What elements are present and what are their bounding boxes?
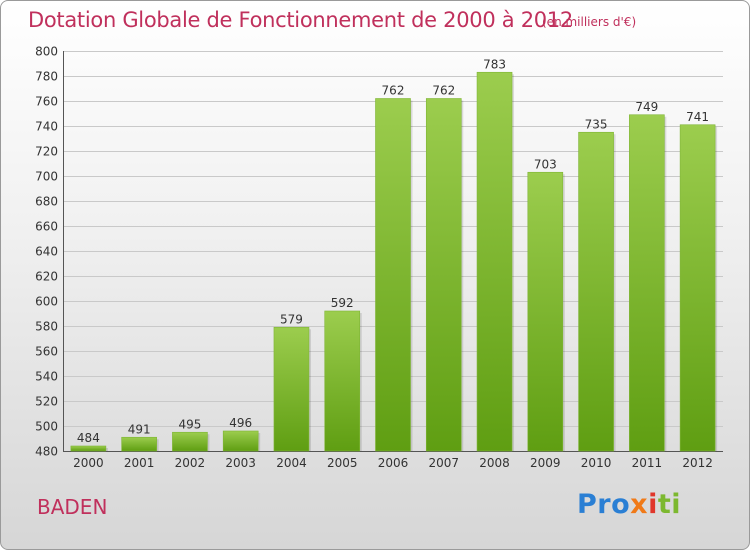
x-tick-label: 2005 xyxy=(327,456,358,470)
bar-2011 xyxy=(629,114,665,452)
x-tick-label: 2011 xyxy=(632,456,663,470)
value-label: 579 xyxy=(280,312,303,326)
chart-title: Dotation Globale de Fonctionnement de 20… xyxy=(28,8,573,32)
y-tick-label: 800 xyxy=(35,45,58,59)
logo-part-4: ti xyxy=(657,489,682,520)
x-tick-label: 2006 xyxy=(378,456,409,470)
logo-part-1: Pro xyxy=(577,489,631,520)
y-tick-label: 740 xyxy=(35,120,58,134)
value-label: 749 xyxy=(635,100,658,114)
value-label: 703 xyxy=(534,157,557,171)
x-tick-label: 2008 xyxy=(479,456,510,470)
y-tick-label: 640 xyxy=(35,245,58,259)
bar-2010 xyxy=(578,131,614,452)
axes xyxy=(63,51,723,452)
logo-part-3: i xyxy=(648,489,658,520)
value-label: 783 xyxy=(483,57,506,71)
value-label: 484 xyxy=(77,431,100,445)
bar-2005 xyxy=(324,310,361,452)
x-tick-label: 2002 xyxy=(175,456,206,470)
value-label: 496 xyxy=(229,416,252,430)
y-tick-label: 480 xyxy=(35,445,58,459)
bar-2012 xyxy=(679,124,716,452)
y-tick-label: 760 xyxy=(35,95,58,109)
proxiti-logo: Proxiti xyxy=(577,489,681,520)
labels: 480 500 520 540 560 580 600 620 640 660 680 700 720 7… xyxy=(35,45,713,471)
y-tick-label: 660 xyxy=(35,220,58,234)
value-label: 592 xyxy=(331,296,354,310)
y-tick-label: 780 xyxy=(35,70,58,84)
bar-2008 xyxy=(476,71,513,452)
x-tick-label: 2007 xyxy=(428,456,459,470)
y-tick-label: 500 xyxy=(35,420,58,434)
x-tick-label: 2009 xyxy=(530,456,561,470)
logo-part-2: x xyxy=(630,489,649,520)
bar-2009 xyxy=(527,171,564,452)
y-tick-label: 560 xyxy=(35,345,58,359)
chart-subtitle: (en milliers d'€) xyxy=(542,15,637,29)
value-label: 762 xyxy=(382,84,405,98)
y-tick-label: 700 xyxy=(35,170,58,184)
bar-2006 xyxy=(375,98,411,452)
bar-2000 xyxy=(70,445,107,452)
x-tick-label: 2004 xyxy=(276,456,307,470)
y-tick-label: 620 xyxy=(35,270,58,284)
y-tick-label: 540 xyxy=(35,370,58,384)
y-tick-label: 520 xyxy=(35,395,58,409)
x-tick-label: 2000 xyxy=(73,456,104,470)
bar-2007 xyxy=(425,98,462,452)
y-tick-label: 680 xyxy=(35,195,58,209)
y-tick-label: 600 xyxy=(35,295,58,309)
value-label: 495 xyxy=(178,417,201,431)
x-tick-label: 2003 xyxy=(225,456,256,470)
x-tick-label: 2001 xyxy=(124,456,155,470)
bar-2003 xyxy=(222,430,259,452)
x-tick-label: 2012 xyxy=(682,456,713,470)
x-tick-label: 2010 xyxy=(581,456,612,470)
value-label: 762 xyxy=(432,84,455,98)
bar-2004 xyxy=(273,326,310,452)
value-label: 491 xyxy=(128,422,151,436)
bar-2001 xyxy=(121,436,157,452)
bar-2002 xyxy=(172,431,208,452)
bars xyxy=(70,71,718,452)
value-label: 741 xyxy=(686,110,709,124)
value-label: 735 xyxy=(585,117,608,131)
y-tick-label: 720 xyxy=(35,145,58,159)
place-name: BADEN xyxy=(37,495,108,519)
y-tick-label: 580 xyxy=(35,320,58,334)
